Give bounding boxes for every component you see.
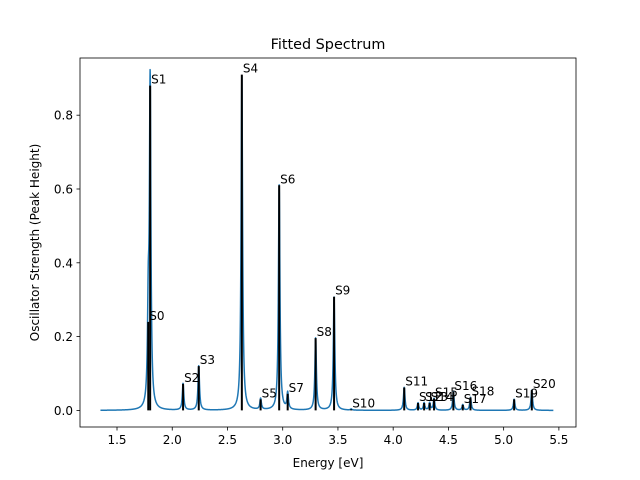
- peak-label: S7: [289, 381, 304, 395]
- peak-label: S2: [184, 371, 199, 385]
- x-tick-label: 4.0: [384, 433, 403, 447]
- x-tick-label: 2.5: [218, 433, 237, 447]
- y-axis-label: Oscillator Strength (Peak Height): [28, 144, 42, 342]
- peak-label: S8: [317, 325, 332, 339]
- peak-label: S13: [425, 390, 448, 404]
- x-tick-label: 1.5: [107, 433, 126, 447]
- peak-label: S4: [243, 62, 258, 76]
- peak-label: S14: [431, 390, 454, 404]
- fitted-curve: [99, 68, 554, 412]
- peak-label: S9: [335, 284, 350, 298]
- peak-label: S16: [454, 379, 477, 393]
- peak-label: S11: [405, 375, 428, 389]
- x-tick-label: 5.5: [549, 433, 568, 447]
- x-tick-label: 3.0: [273, 433, 292, 447]
- peak-label: S15: [435, 386, 458, 400]
- x-tick-label: 2.0: [163, 433, 182, 447]
- peak-label: S3: [200, 353, 215, 367]
- y-tick-label: 0.2: [54, 330, 73, 344]
- plot-frame: [79, 57, 577, 428]
- y-tick-label: 0.8: [54, 109, 73, 123]
- peak-label: S12: [419, 390, 442, 404]
- peak-label: S0: [149, 309, 164, 323]
- x-axis-label: Energy [eV]: [293, 456, 364, 470]
- x-tick-label: 3.5: [328, 433, 347, 447]
- x-tick-label: 5.0: [494, 433, 513, 447]
- plot-area: S0S1S2S3S4S5S6S7S8S9S10S11S12S13S14S15S1…: [54, 62, 569, 447]
- peak-label: S20: [533, 377, 556, 391]
- y-tick-label: 0.0: [54, 404, 73, 418]
- peak-label: S10: [352, 396, 375, 410]
- peak-label: S17: [464, 392, 487, 406]
- peak-label: S6: [280, 172, 295, 186]
- peak-label: S18: [472, 384, 495, 398]
- peak-label: S1: [151, 73, 166, 87]
- x-tick-label: 4.5: [439, 433, 458, 447]
- chart-title: Fitted Spectrum: [271, 37, 386, 53]
- y-tick-label: 0.4: [54, 256, 73, 270]
- peak-label: S5: [262, 386, 277, 400]
- y-tick-label: 0.6: [54, 182, 73, 196]
